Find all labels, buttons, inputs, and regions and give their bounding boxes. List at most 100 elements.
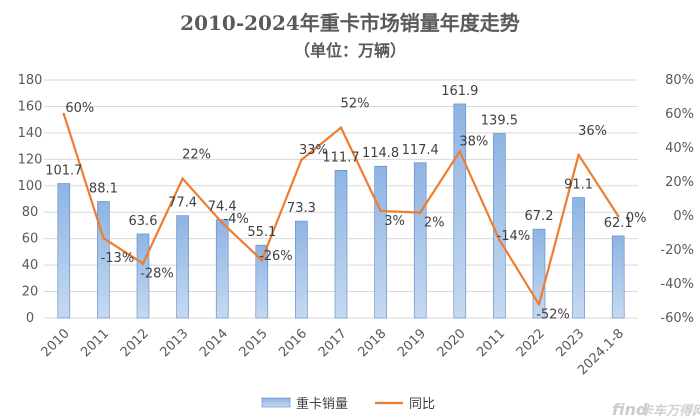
bar-value-label: 161.9: [441, 84, 478, 99]
line-point: [498, 238, 501, 242]
left-tick-label: 20: [22, 285, 39, 300]
left-tick-label: 40: [22, 258, 39, 273]
bar: [374, 165, 387, 319]
pct-label: 33%: [299, 143, 328, 158]
watermark-cn: 卡车: [640, 403, 668, 419]
line-point: [260, 258, 264, 262]
line-point: [616, 214, 620, 218]
pct-label: 52%: [341, 97, 370, 112]
chart-title: 2010-2024年重卡市场销量年度走势: [180, 11, 520, 35]
pct-label: -26%: [259, 249, 293, 264]
x-tick-label: 2020: [435, 326, 469, 360]
pct-label: -28%: [140, 267, 174, 282]
right-tick-label: -60%: [660, 311, 694, 326]
bar-value-label: 111.7: [322, 150, 359, 165]
watermark: find 卡车 万得网: [612, 400, 700, 419]
pct-label: 60%: [65, 101, 94, 116]
line-point: [300, 158, 303, 162]
left-tick-label: 0: [26, 311, 34, 326]
bar: [413, 162, 427, 319]
bar-value-label: 117.4: [402, 143, 439, 158]
bar-value-label: 67.2: [525, 209, 554, 224]
x-tick-label: 2014: [197, 326, 231, 360]
right-tick-label: 60%: [665, 107, 694, 122]
left-tick-label: 100: [18, 179, 43, 194]
right-axis-ticks: -60% -40% -20% 0% 20% 40% 60% 80%: [660, 73, 694, 326]
left-tick-label: 60: [22, 232, 39, 247]
bar-value-label: 74.4: [208, 200, 237, 215]
bar-value-label: 139.5: [481, 114, 518, 129]
line-point: [537, 303, 541, 306]
left-tick-label: 140: [18, 126, 43, 141]
pct-label: 36%: [578, 124, 607, 139]
line-point: [220, 221, 224, 225]
right-tick-label: 40%: [665, 141, 694, 156]
bar: [572, 197, 585, 319]
pct-label: 0%: [626, 211, 647, 226]
legend: 重卡销量 同比: [261, 396, 435, 412]
bar: [57, 183, 71, 319]
legend-bar-label: 重卡销量: [296, 396, 348, 412]
pct-label: -13%: [101, 251, 135, 266]
pct-label: -4%: [224, 212, 249, 227]
bar-value-label: 101.7: [45, 164, 82, 179]
pct-label: 2%: [424, 216, 445, 231]
line-point: [577, 153, 580, 157]
bar-value-label: 62.1: [604, 216, 633, 231]
line-series: [62, 112, 620, 306]
line-point: [102, 236, 105, 240]
line-point: [181, 177, 184, 180]
pct-label: -52%: [536, 307, 570, 322]
watermark-brand: find: [612, 400, 648, 419]
x-tick-label: 2023: [553, 326, 587, 360]
x-axis-ticks: 2010 2011 2012 2013 2014 2015 2016 2017 2018 2019…: [39, 326, 627, 378]
line-point: [141, 262, 145, 265]
bar-value-label: 73.3: [287, 201, 316, 216]
x-tick-label: 2022: [514, 326, 548, 360]
legend-bar-swatch: [261, 397, 291, 408]
left-tick-label: 120: [18, 152, 43, 167]
right-tick-label: 80%: [665, 73, 694, 88]
x-tick-label: 2015: [237, 326, 271, 360]
watermark-rest: 万得网: [665, 403, 700, 419]
bar-value-label: 55.1: [247, 225, 276, 240]
pct-label: 3%: [384, 214, 405, 229]
left-tick-label: 160: [18, 99, 43, 114]
x-tick-label: 2017: [316, 326, 350, 360]
pct-label: 38%: [459, 134, 488, 149]
bar-value-label: 91.1: [564, 178, 593, 193]
left-tick-label: 180: [18, 73, 43, 88]
line-point: [62, 112, 66, 116]
line-point: [379, 209, 382, 213]
right-tick-label: 20%: [665, 175, 694, 190]
bar: [215, 219, 229, 319]
chart-subtitle: （单位：万辆）: [294, 41, 406, 60]
bar: [493, 133, 506, 319]
bar-value-label: 88.1: [89, 182, 118, 197]
pct-label: 22%: [182, 148, 211, 163]
left-axis-ticks: 0 20 40 60 80 100 120 140 160 180: [18, 73, 43, 326]
x-tick-label: 2011: [78, 326, 112, 360]
bar-value-label: 77.4: [168, 196, 197, 211]
right-tick-label: 0%: [673, 209, 694, 224]
x-tick-label: 2010: [39, 326, 73, 360]
bar: [334, 170, 348, 319]
x-tick-label: 2012: [118, 326, 152, 360]
bar: [255, 244, 269, 319]
right-tick-label: -40%: [660, 277, 694, 292]
line-point: [339, 126, 343, 129]
x-tick-label: 2013: [157, 326, 191, 360]
bar: [611, 235, 625, 319]
x-tick-label: 2019: [395, 326, 429, 360]
bar: [295, 220, 308, 319]
legend-line-label: 同比: [409, 397, 435, 412]
line-point: [458, 150, 462, 153]
x-tick-label: 2011: [474, 326, 508, 360]
bar: [176, 215, 189, 319]
bar-value-label: 63.6: [129, 214, 158, 229]
pct-label: -14%: [497, 229, 531, 244]
left-tick-label: 80: [22, 205, 39, 220]
x-tick-label: 2016: [276, 326, 310, 360]
